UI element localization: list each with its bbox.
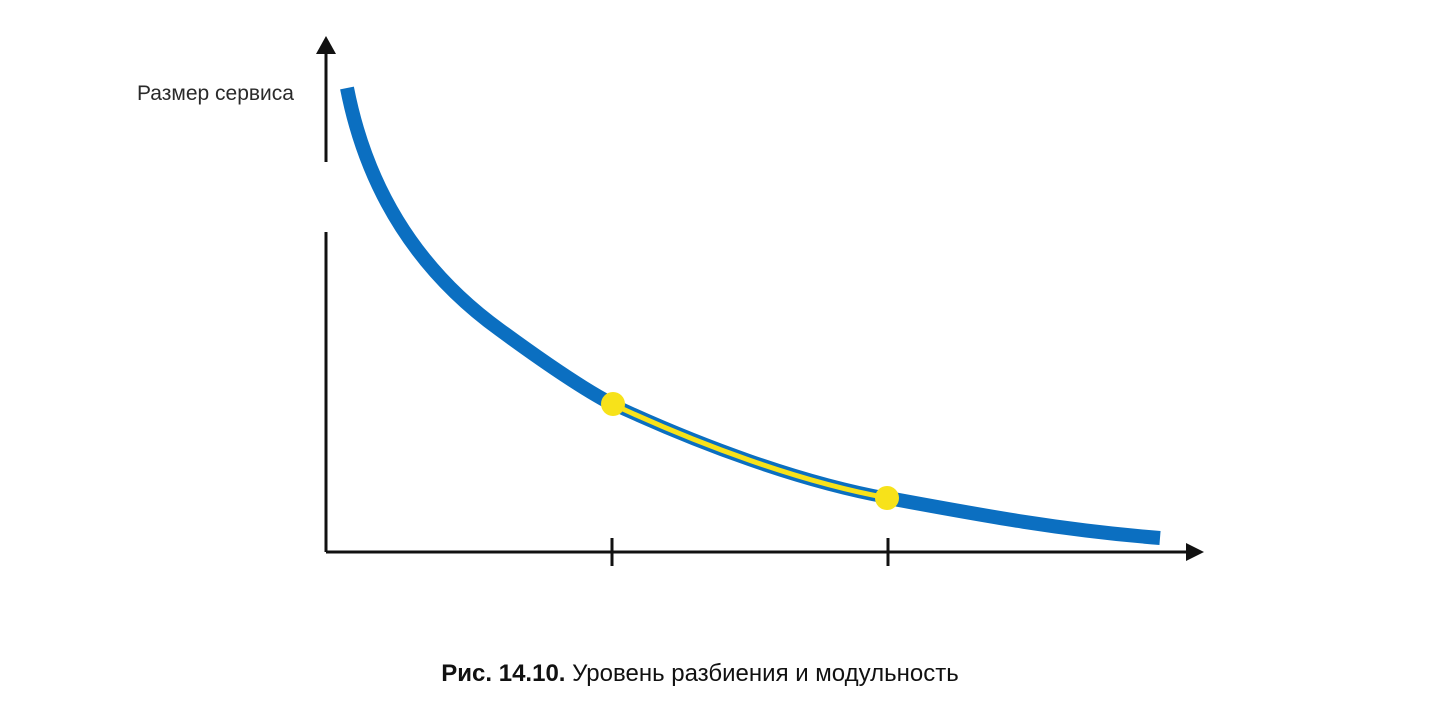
curve-highlight-segment xyxy=(609,401,891,501)
caption-number: Рис. 14.10. xyxy=(441,660,566,687)
curve-segment-lower xyxy=(886,491,1161,545)
highlight-marker-end xyxy=(875,486,899,510)
x-axis-arrow xyxy=(1186,543,1204,561)
label-mask xyxy=(270,571,1260,611)
y-axis-label: Размер сервиса xyxy=(137,82,294,105)
y-axis-arrow xyxy=(316,36,336,54)
curve-segment-upper xyxy=(340,86,616,411)
figure-caption: Рис. 14.10. Уровень разбиения и модульно… xyxy=(0,660,1400,688)
caption-text: Уровень разбиения и модульность xyxy=(572,660,959,687)
highlight-marker-start xyxy=(601,392,625,416)
curve-segment-middle-base xyxy=(609,398,890,504)
